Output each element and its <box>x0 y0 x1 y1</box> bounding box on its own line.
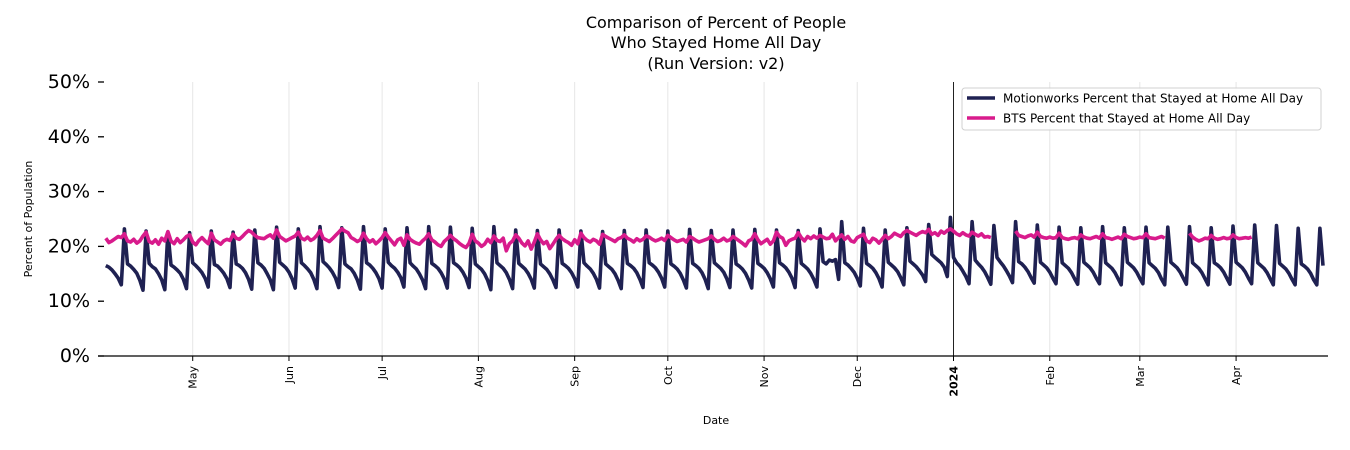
x-tick-label: Nov <box>758 366 771 388</box>
chart-title: Comparison of Percent of People Who Stay… <box>586 13 846 73</box>
title-line-2: Who Stayed Home All Day <box>611 33 821 52</box>
legend: Motionworks Percent that Stayed at Home … <box>961 87 1322 131</box>
x-axis: May Jun Jul Aug Sep Oct Nov Dec 2024 Feb Mar Apr <box>187 356 1243 397</box>
x-tick-label: Aug <box>472 366 485 387</box>
legend-label-motionworks: Motionworks Percent that Stayed at Home … <box>1003 92 1303 106</box>
x-tick-label: Mar <box>1134 366 1147 387</box>
x-tick-label: Jun <box>283 366 296 384</box>
series-line-motionworks <box>104 215 1325 292</box>
x-tick-label: May <box>187 366 200 389</box>
x-tick-label: Oct <box>662 365 675 385</box>
x-axis-label: Date <box>703 414 730 427</box>
y-tick-label: 0% <box>60 345 90 367</box>
title-line-1: Comparison of Percent of People <box>586 13 846 32</box>
series-line-bts <box>104 227 1253 253</box>
title-line-3: (Run Version: v2) <box>647 54 784 73</box>
legend-label-bts: BTS Percent that Stayed at Home All Day <box>1003 112 1250 126</box>
y-tick-label: 40% <box>48 126 90 148</box>
x-tick-label: Apr <box>1230 366 1243 386</box>
y-tick-label: 30% <box>48 181 90 203</box>
y-tick-label: 10% <box>48 290 90 312</box>
x-tick-label: 2024 <box>948 366 961 397</box>
y-tick-label: 20% <box>48 235 90 257</box>
y-tick-label: 50% <box>48 71 90 93</box>
y-axis: 0% 10% 20% 30% 40% 50% <box>48 71 104 367</box>
series-lines <box>104 215 1325 292</box>
x-tick-label: Dec <box>851 366 864 387</box>
x-tick-label: Sep <box>569 366 582 387</box>
y-axis-label: Percent of Population <box>22 161 35 278</box>
legend-box <box>961 87 1322 131</box>
x-tick-label: Jul <box>376 366 389 380</box>
x-tick-label: Feb <box>1044 366 1057 385</box>
